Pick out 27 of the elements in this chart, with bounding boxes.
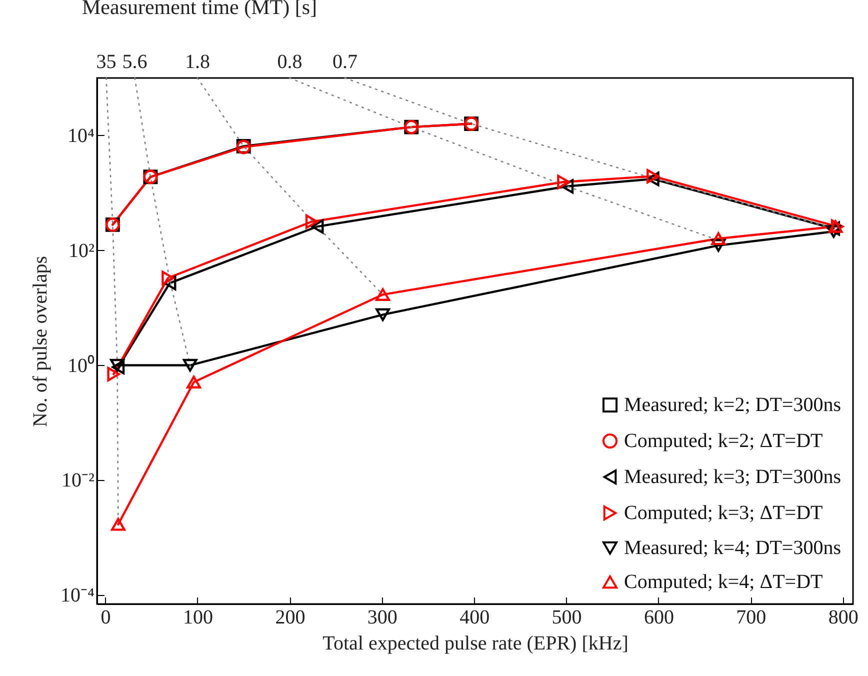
y-tick-label: 10⁰	[68, 354, 94, 377]
annotation: 1.8	[184, 51, 210, 73]
y-axis-title: No. of pulse overlaps	[30, 256, 52, 428]
annotation: 35	[96, 51, 116, 73]
legend-label: Measured; k=4; DT=300ns	[624, 537, 842, 559]
x-axis-title: Total expected pulse rate (EPR) [kHz]	[322, 632, 628, 654]
annotation: 5.6	[122, 51, 148, 73]
y-tick-label: 10⁴	[68, 124, 95, 147]
legend-label: Computed; k=3; ΔT=DT	[624, 502, 823, 524]
x-tick-label: 100	[182, 606, 213, 628]
y-tick-label: 10⁻²	[62, 470, 94, 492]
x-tick-label: 700	[736, 606, 766, 628]
annotation: 0.8	[277, 51, 302, 73]
y-tick-label: 10⁻⁴	[60, 584, 95, 607]
legend-label: Measured; k=3; DT=300ns	[624, 466, 842, 488]
x-tick-label: 800	[828, 606, 858, 628]
x-tick-label: 0	[100, 606, 111, 628]
x-tick-label: 200	[275, 606, 306, 628]
legend-label: Computed; k=2; ΔT=DT	[624, 430, 823, 452]
x-tick-label: 300	[367, 606, 398, 628]
y-tick-label: 10²	[68, 240, 94, 262]
x-tick-label: 400	[460, 606, 490, 628]
annotation: 0.7	[332, 51, 358, 73]
x-tick-label: 600	[644, 606, 674, 628]
x-tick-label: 500	[552, 606, 582, 628]
legend-label: Computed; k=4; ΔT=DT	[624, 571, 823, 593]
legend-label: Measured; k=2; DT=300ns	[624, 394, 842, 416]
